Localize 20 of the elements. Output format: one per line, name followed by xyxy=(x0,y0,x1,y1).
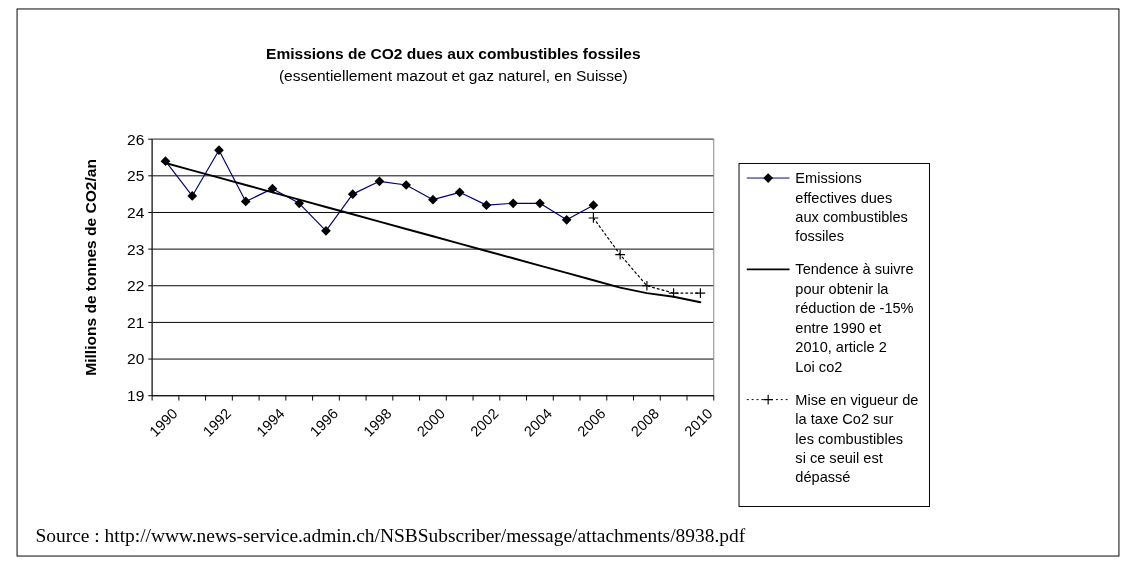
point xyxy=(694,287,706,299)
legend-label: Emissions effectives dues aux combustibles fossiles xyxy=(795,170,908,245)
y-tick-label: 26 xyxy=(127,130,145,148)
point xyxy=(614,249,626,261)
chart-subtitle: (essentiellement mazout et gaz naturel, en Suisse) xyxy=(278,66,628,84)
y-tick-label: 22 xyxy=(127,277,145,295)
y-tick-label: 21 xyxy=(127,313,145,331)
chart-title: Emissions de CO2 dues aux combustibles fossiles xyxy=(266,44,641,62)
y-tick-label: 20 xyxy=(127,350,145,368)
legend-label: Mise en vigueur de la taxe Co2 sur les combustibles si ce seuil est dépassé xyxy=(795,391,919,486)
source-note: Source : http://www.news-service.admin.ch/NSBSubscriber/message/attachments/8938.pdf xyxy=(35,525,746,547)
point xyxy=(641,280,653,292)
point xyxy=(587,212,599,224)
point xyxy=(668,287,680,299)
y-tick-label: 24 xyxy=(127,203,145,221)
y-tick-label: 19 xyxy=(127,387,145,405)
y-tick-label: 23 xyxy=(127,240,145,258)
y-axis-title: Millions de tonnes de CO2/an xyxy=(81,159,99,376)
y-tick-label: 25 xyxy=(127,167,145,185)
legend-label: Tendence à suivre pour obtenir la réduction de -15% entre 1990 et 2010, article 2 Loi co2 xyxy=(795,261,914,375)
